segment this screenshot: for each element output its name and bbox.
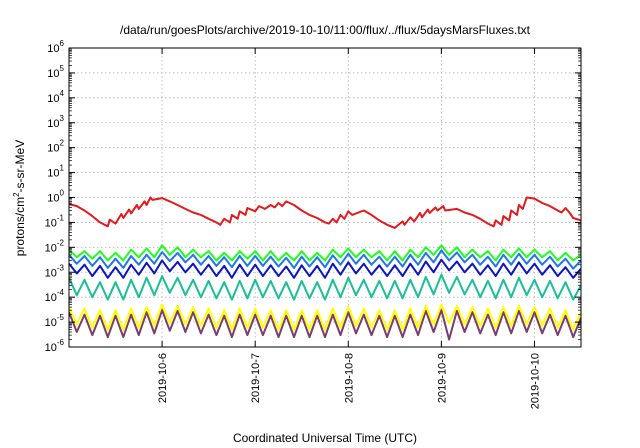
- y-tick-exp: -3: [57, 263, 65, 272]
- y-tick-base: 10: [45, 267, 57, 279]
- x-tick-label: 2019-10-9: [436, 353, 448, 403]
- series-line-5: [69, 303, 581, 331]
- y-tick-base: 10: [45, 342, 57, 354]
- y-axis-label-prefix: protons/cm: [13, 197, 27, 256]
- y-tick-exp: 6: [60, 39, 65, 48]
- series-line-3: [69, 258, 581, 279]
- y-tick-base: 10: [45, 317, 57, 329]
- series-line-2: [69, 249, 581, 270]
- x-axis-label: Coordinated Universal Time (UTC): [233, 431, 417, 445]
- series-line-6: [69, 309, 581, 341]
- y-tick-label: 10-6: [45, 338, 65, 354]
- y-tick-label: 106: [47, 39, 64, 55]
- x-tick-label: 2019-10-8: [343, 353, 355, 403]
- series-line-4: [69, 273, 581, 301]
- y-tick-base: 10: [47, 43, 59, 55]
- y-tick-exp: -4: [57, 288, 65, 297]
- y-tick-exp: -1: [57, 213, 65, 222]
- x-tick-label: 2019-10-7: [250, 353, 262, 403]
- y-tick-base: 10: [47, 68, 59, 80]
- y-tick-base: 10: [47, 118, 59, 130]
- y-tick-base: 10: [47, 93, 59, 105]
- y-tick-base: 10: [45, 217, 57, 229]
- y-tick-label: 10-2: [45, 238, 65, 254]
- y-tick-label: 102: [47, 139, 64, 155]
- y-tick-base: 10: [45, 292, 57, 304]
- series-line-1: [69, 244, 581, 262]
- y-tick-exp: 1: [60, 164, 65, 173]
- grid-lines: [69, 48, 581, 347]
- y-tick-label: 101: [47, 164, 64, 180]
- y-tick-exp: -6: [57, 338, 65, 347]
- y-tick-base: 10: [47, 168, 59, 180]
- y-tick-label: 103: [47, 114, 64, 130]
- y-tick-exp: 5: [60, 64, 65, 73]
- x-axis-ticks: 2019-10-6 2019-10-7 2019-10-8 2019-10-9 2019…: [157, 48, 541, 409]
- series-layer: [69, 196, 581, 341]
- x-tick-label: 2019-10-6: [157, 353, 169, 403]
- y-axis-label-sup: 2: [12, 192, 21, 197]
- y-tick-base: 10: [47, 143, 59, 155]
- y-tick-label: 10-3: [45, 263, 65, 279]
- y-tick-label: 10-5: [45, 313, 65, 329]
- y-axis-ticks: 10-610-510-410-310-210-11001011021031041…: [45, 39, 581, 354]
- y-tick-exp: 3: [60, 114, 65, 123]
- y-tick-label: 100: [47, 189, 64, 205]
- y-tick-exp: -5: [57, 313, 65, 322]
- y-tick-label: 10-4: [45, 288, 65, 304]
- y-tick-label: 104: [47, 89, 64, 105]
- y-tick-exp: 0: [60, 189, 65, 198]
- y-tick-label: 10-1: [45, 213, 65, 229]
- y-tick-base: 10: [47, 193, 59, 205]
- y-tick-exp: 2: [60, 139, 65, 148]
- series-line-0: [69, 196, 581, 229]
- y-tick-exp: 4: [60, 89, 65, 98]
- y-axis-label-suffix: -s-sr-MeV: [13, 140, 27, 193]
- y-tick-label: 105: [47, 64, 64, 80]
- y-tick-base: 10: [45, 242, 57, 254]
- y-tick-exp: -2: [57, 238, 65, 247]
- x-tick-label: 2019-10-10: [529, 353, 541, 409]
- chart-title: /data/run/goesPlots/archive/2019-10-10/1…: [120, 23, 531, 37]
- y-axis-label: protons/cm2-s-sr-MeV: [12, 140, 27, 256]
